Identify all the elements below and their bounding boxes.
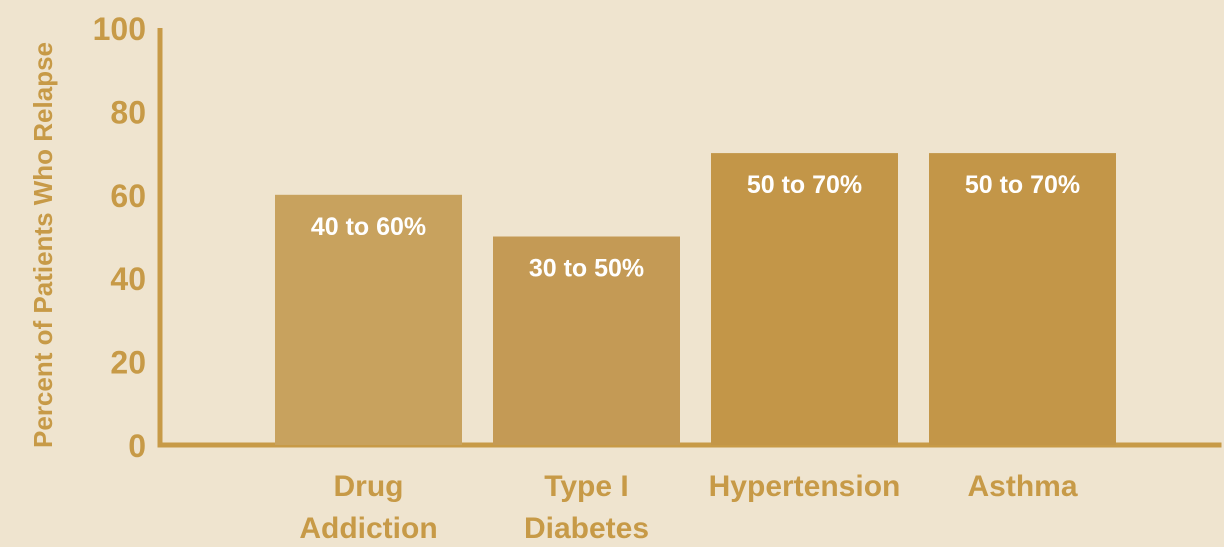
x-axis-line (157, 442, 1222, 448)
x-category-label: Diabetes (524, 512, 649, 545)
bar (275, 194, 462, 445)
y-tick-label: 40 (110, 261, 146, 297)
bar-data-label: 30 to 50% (529, 255, 644, 283)
y-axis-title: Percent of Patients Who Relapse (28, 42, 58, 448)
x-category-label: Hypertension (709, 470, 901, 503)
x-category-label: Asthma (967, 470, 1077, 503)
y-tick-label: 0 (128, 428, 146, 464)
bar-data-label: 50 to 70% (965, 171, 1080, 199)
y-axis-title-group: Percent of Patients Who Relapse (28, 42, 58, 448)
bar-data-labels: 40 to 60% 30 to 50% 50 to 70% 50 to 70% (311, 171, 1080, 282)
y-axis-ticks: 0 20 40 60 80 100 (93, 11, 146, 464)
bar (493, 236, 680, 445)
axes (157, 28, 1222, 448)
y-tick-label: 80 (110, 94, 146, 130)
x-category-label: Drug (334, 470, 404, 503)
x-axis-category-labels: Drug Addiction Type I Diabetes Hypertension A… (299, 470, 1077, 545)
bar-data-label: 50 to 70% (747, 171, 862, 199)
y-axis-line (157, 28, 163, 448)
bar-data-label: 40 to 60% (311, 213, 426, 241)
y-tick-label: 100 (93, 11, 146, 47)
x-category-label: Addiction (299, 512, 437, 545)
bar (929, 153, 1116, 445)
x-category-label: Type I (544, 470, 628, 503)
bar (711, 153, 898, 445)
y-tick-label: 20 (110, 345, 146, 381)
bars (275, 153, 1116, 445)
y-tick-label: 60 (110, 178, 146, 214)
